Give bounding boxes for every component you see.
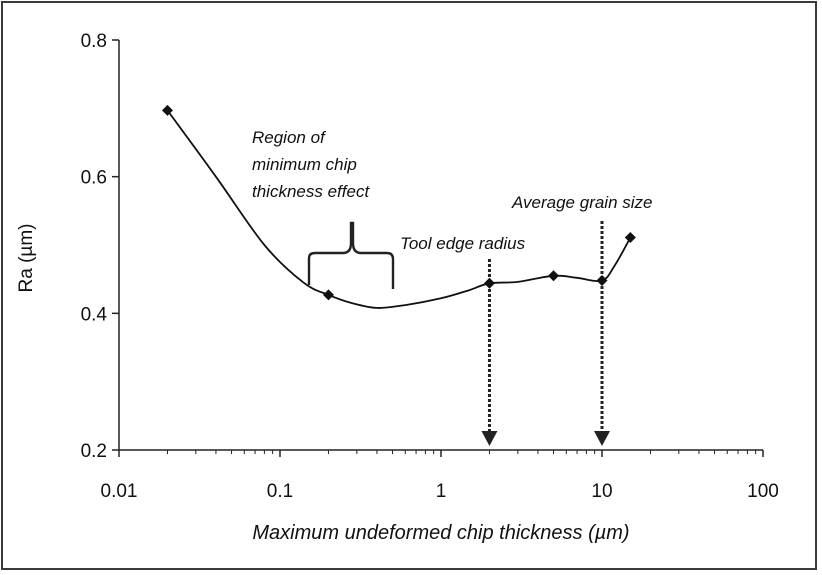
- y-tick-label: 0.4: [81, 304, 108, 325]
- data-point-marker: [596, 275, 608, 287]
- data-point-marker: [483, 277, 495, 289]
- data-point-marker: [624, 231, 636, 243]
- data-point-marker: [548, 270, 560, 282]
- grain-size-arrow-head: [594, 431, 610, 446]
- grain-size-label: Average grain size: [511, 193, 653, 212]
- series: [161, 104, 636, 309]
- x-axis-label: Maximum undeformed chip thickness (µm): [252, 522, 629, 544]
- tick-labels: 0.2 0.4 0.6 0.8 0.01 0.1 1 10 100: [81, 31, 779, 502]
- region-label-line-3: thickness effect: [252, 182, 370, 201]
- annotation-shapes: [307, 221, 610, 446]
- data-point-marker: [322, 289, 334, 301]
- x-tick-label: 0.01: [101, 481, 138, 502]
- series-line: [166, 109, 632, 309]
- region-label-line-1: Region of: [252, 128, 327, 147]
- y-tick-label: 0.8: [81, 31, 107, 52]
- region-label-line-2: minimum chip: [252, 155, 357, 174]
- region-brace: [307, 221, 395, 289]
- axes: [112, 39, 764, 457]
- data-point-marker: [161, 104, 173, 116]
- tool-edge-arrow-head: [481, 431, 498, 446]
- y-axis-label: Ra (µm): [16, 224, 37, 293]
- x-tick-label: 0.1: [267, 481, 293, 502]
- chart: 0.2 0.4 0.6 0.8 0.01 0.1 1 10 100 Ra (µm) Maximu…: [16, 31, 779, 544]
- y-tick-label: 0.6: [81, 168, 107, 189]
- x-tick-label: 100: [747, 481, 779, 502]
- y-tick-label: 0.2: [81, 441, 107, 462]
- x-tick-label: 10: [591, 481, 612, 502]
- tool-edge-label: Tool edge radius: [400, 234, 526, 253]
- x-tick-label: 1: [436, 481, 447, 502]
